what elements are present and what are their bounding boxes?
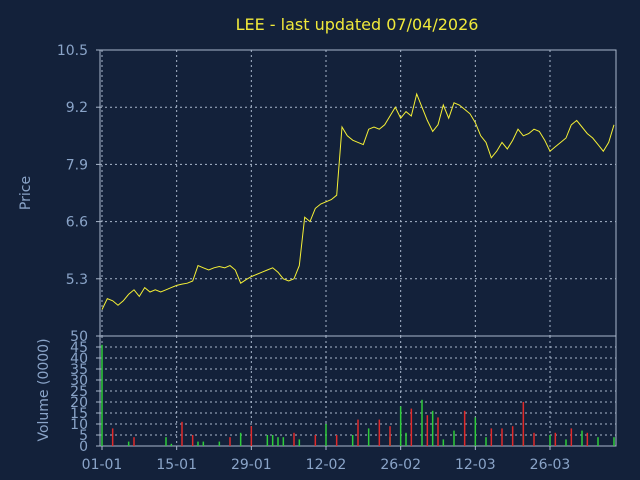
volume-y-tick-label: 20 — [70, 395, 88, 411]
volume-bar-up — [367, 428, 370, 446]
volume-bar-up — [101, 344, 103, 446]
price-axis-label: Price — [18, 176, 34, 210]
volume-bar-up — [597, 437, 599, 446]
volume-axis-label: Volume (0000) — [36, 338, 52, 441]
price-y-tick-label: 6.6 — [66, 215, 88, 231]
volume-bar-up — [266, 435, 269, 446]
volume-bar-down — [335, 435, 338, 446]
volume-bar-up — [405, 432, 407, 446]
volume-bar-up — [127, 441, 130, 446]
volume-bar-up — [442, 439, 445, 446]
x-tick-label: 15-01 — [156, 457, 197, 473]
volume-bar-down — [533, 432, 535, 446]
volume-bar-up — [421, 399, 423, 446]
volume-bar-down — [570, 428, 573, 446]
volume-bar-down — [378, 419, 381, 446]
volume-bar-down — [389, 426, 391, 446]
volume-bar-up — [474, 417, 477, 446]
price-series-line — [101, 92, 615, 310]
volume-y-tick-label: 0 — [79, 439, 88, 455]
volume-bar-down — [522, 402, 525, 446]
volume-bar-down — [501, 428, 503, 446]
chart-title: LEE - last updated 07/04/2026 — [236, 15, 479, 34]
volume-bar-down — [437, 417, 439, 446]
volume-bar-down — [554, 432, 557, 446]
volume-bar-up — [565, 439, 567, 446]
x-tick-label: 29-01 — [231, 457, 272, 473]
volume-bar-up — [399, 406, 402, 446]
volume-bar-up — [549, 435, 551, 446]
volume-bar-up — [165, 437, 167, 446]
volume-bar-down — [511, 426, 514, 446]
volume-y-tick-label: 5 — [79, 428, 88, 444]
volume-bar-up — [581, 430, 583, 446]
x-tick-label: 12-03 — [455, 457, 496, 473]
volume-bar-up — [271, 435, 274, 446]
volume-y-tick-label: 30 — [70, 373, 88, 389]
volume-bar-down — [293, 432, 295, 446]
price-y-tick-label: 5.3 — [66, 272, 88, 288]
volume-x-ticks: 01-01 15-01 29-01 12-02 26-02 12-03 26-03 — [82, 446, 571, 473]
volume-y-tick-label: 10 — [70, 417, 88, 433]
volume-bar-down — [133, 437, 135, 446]
volume-bar-up — [485, 437, 487, 446]
price-y-tick-label: 10.5 — [57, 43, 88, 59]
volume-bar-down — [191, 435, 194, 446]
volume-bar-up — [170, 443, 173, 446]
volume-bar-up — [351, 435, 354, 446]
volume-y-tick-label: 25 — [70, 384, 88, 400]
x-tick-label: 12-02 — [306, 457, 347, 473]
x-tick-label: 26-02 — [380, 457, 421, 473]
volume-bar-down — [463, 410, 466, 446]
volume-bar-up — [197, 441, 199, 446]
volume-bar-up — [453, 430, 455, 446]
x-tick-label: 01-01 — [82, 457, 123, 473]
volume-bar-up — [239, 432, 242, 446]
volume-bar-down — [250, 426, 253, 446]
volume-bar-down — [111, 428, 114, 446]
volume-y-tick-label: 50 — [70, 329, 88, 345]
volume-y-tick-label: 45 — [70, 340, 88, 356]
price-y-tick-label: 7.9 — [66, 157, 88, 173]
volume-y-tick-label: 40 — [70, 351, 88, 367]
volume-y-tick-label: 15 — [70, 406, 88, 422]
volume-y-tick-label: 35 — [70, 362, 88, 378]
volume-bar-down — [314, 435, 317, 446]
volume-bar-up — [202, 441, 205, 446]
volume-bar-down — [426, 415, 429, 446]
volume-bar-up — [282, 437, 285, 446]
volume-bar-up — [613, 437, 615, 446]
volume-bar-up — [218, 441, 221, 446]
volume-bar-up — [277, 437, 279, 446]
volume-bar-down — [181, 421, 183, 446]
volume-bar-up — [298, 439, 301, 446]
volume-bar-down — [586, 432, 589, 446]
volume-bar-up — [325, 424, 327, 446]
volume-bar-down — [357, 419, 359, 446]
volume-bars — [101, 344, 615, 446]
volume-bar-up — [431, 410, 434, 446]
volume-bar-down — [490, 428, 493, 446]
volume-bar-down — [410, 408, 413, 446]
price-grid — [100, 49, 616, 336]
volume-bar-down — [229, 437, 231, 446]
price-y-tick-label: 9.2 — [66, 100, 88, 116]
price-y-ticks: 10.5 9.2 7.9 6.6 5.3 — [57, 43, 100, 288]
x-tick-label: 26-03 — [530, 457, 571, 473]
